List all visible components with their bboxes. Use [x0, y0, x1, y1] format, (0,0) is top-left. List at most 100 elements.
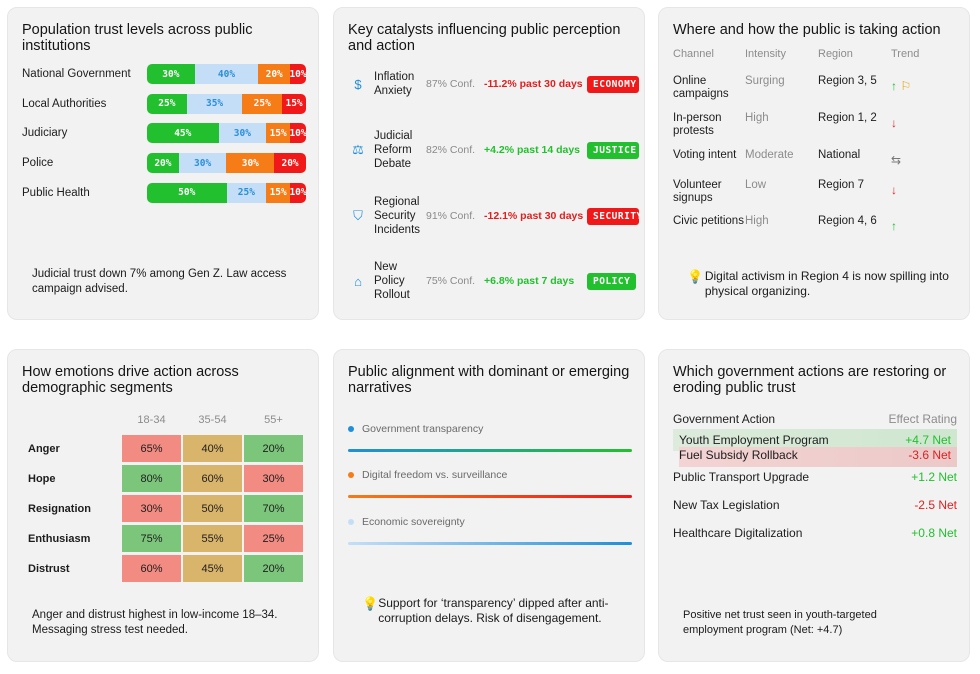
heatmap-row-label: Hope [28, 473, 56, 485]
gov-actions-header-rating: Effect Rating [888, 412, 957, 426]
lightbulb-icon: 💡 [362, 596, 379, 611]
trust-row: Local Authorities 25% 35% 25% 15% [22, 93, 306, 114]
channel-name: Volunteer signups [673, 179, 722, 204]
catalyst-tag: SECURITY [587, 207, 639, 225]
narratives-insight-text: Support for ‘transparency’ dipped after … [378, 596, 609, 625]
catalyst-name: Regional Security Incidents [374, 196, 421, 236]
trust-row: Judiciary 45% 30% 15% 10% [22, 123, 306, 144]
arrow-down-icon: ↓ [891, 183, 897, 197]
channel-region: Region 3, 5 [818, 75, 877, 87]
channels-insight: 💡 Digital activism in Region 4 is now sp… [687, 269, 967, 299]
channel-trend: ↓ [891, 112, 931, 138]
channel-trend: ↓ [891, 179, 931, 205]
heatmap-column-header: 55+ [264, 414, 283, 426]
narrative-line [348, 542, 632, 545]
catalyst-row[interactable]: $ Inflation Anxiety 87% Conf. -11.2% past 3… [348, 70, 639, 98]
gov-action-name: Public Transport Upgrade [673, 470, 810, 484]
catalyst-row[interactable]: ⌂ New Policy Rollout 75% Conf. +6.8% past 7… [348, 260, 637, 302]
narrative-line [348, 449, 632, 452]
emotions-note: Anger and distrust highest in low-income… [32, 609, 278, 636]
catalyst-change: +6.8% past 7 days [484, 275, 575, 287]
gov-action-row: Youth Employment Program +4.7 Net [679, 433, 957, 447]
trust-bar-segment: 45% [147, 123, 219, 144]
narrative-dot-icon [348, 426, 354, 432]
heatmap-cell: 20% [243, 434, 304, 463]
catalyst-name: New Policy Rollout [374, 261, 410, 301]
trust-bar-segment: 20% [147, 153, 179, 174]
trust-row-label: Public Health [22, 186, 90, 199]
narratives-card: Public alignment with dominant or emergi… [333, 349, 645, 662]
heatmap-cell: 30% [243, 464, 304, 493]
highlight-negative [679, 447, 957, 467]
narrative-text: Government transparency [362, 423, 484, 435]
trust-bar-segment: 20% [258, 64, 291, 84]
gov-action-row: Fuel Subsidy Rollback -3.6 Net [679, 448, 957, 462]
channel-row: In-person protests High Region 1, 2 ↓ [673, 112, 931, 138]
narrative-dot-icon [348, 519, 354, 525]
arrow-up-icon: ↑ [891, 79, 897, 93]
heatmap-column-header: 18-34 [137, 414, 166, 426]
trust-title: Population trust levels across public in… [22, 22, 253, 54]
narrative-label: Government transparency [348, 423, 483, 435]
emotions-card: How emotions drive action across demogra… [7, 349, 319, 662]
catalyst-name: Judicial Reform Debate [374, 130, 413, 170]
heatmap-column-header: 35-54 [198, 414, 227, 426]
trust-bar-segment: 10% [289, 64, 306, 84]
lightbulb-icon: 💡 [687, 269, 704, 284]
gov-action-name: Youth Employment Program [679, 433, 829, 447]
trust-bar-segment: 15% [266, 182, 291, 203]
channel-region: National [818, 149, 861, 161]
trust-card: Population trust levels across public in… [7, 7, 319, 320]
heatmap-row-label: Anger [28, 443, 60, 455]
channel-trend: ↑ ⚐ [891, 75, 931, 101]
gov-actions-note: Positive net trust seen in youth-targete… [683, 609, 877, 636]
heatmap-cell: 25% [243, 524, 304, 553]
trust-stacked-bar: 25% 35% 25% 15% [147, 93, 306, 114]
trust-bar-segment: 40% [194, 64, 259, 84]
trust-bar-segment: 25% [226, 182, 267, 203]
narratives-title: Public alignment with dominant or emergi… [348, 364, 630, 396]
gov-action-row: New Tax Legislation -2.5 Net [673, 498, 957, 512]
trust-stacked-bar: 50% 25% 15% 10% [147, 182, 306, 203]
trust-bar-segment: 35% [186, 93, 243, 114]
gov-action-rating: -3.6 Net [908, 448, 951, 462]
channels-title: Where and how the public is taking actio… [673, 22, 941, 38]
channel-region: Region 4, 6 [818, 215, 877, 227]
channels-header-trend: Trend [891, 48, 920, 60]
catalysts-card: Key catalysts influencing public percept… [333, 7, 645, 320]
heatmap-cell: 50% [182, 494, 243, 523]
gov-action-name: Fuel Subsidy Rollback [679, 448, 798, 462]
trust-row-label: Police [22, 157, 54, 170]
channels-header-intensity: Intensity [745, 48, 786, 60]
arrow-down-icon: ↓ [891, 116, 897, 130]
channel-trend: ⇆ [891, 149, 931, 167]
trust-bar-segment: 15% [266, 123, 291, 144]
gov-action-row: Healthcare Digitalization +0.8 Net [673, 526, 957, 540]
trust-bar-segment: 20% [274, 153, 306, 174]
catalyst-change: -11.2% past 30 days [484, 78, 583, 90]
heatmap-row-label: Enthusiasm [28, 533, 91, 545]
catalyst-confidence: 82% Conf. [426, 144, 476, 156]
trust-row-label: Local Authorities [22, 97, 107, 110]
narrative-text: Economic sovereignty [362, 516, 465, 528]
heatmap-cell: 45% [182, 554, 243, 583]
catalyst-row[interactable]: ⚖ Judicial Reform Debate 82% Conf. +4.2% pa… [348, 129, 639, 171]
trust-bar-segment: 15% [282, 93, 306, 114]
heatmap-cell: 55% [182, 524, 243, 553]
catalyst-change: +4.2% past 14 days [484, 144, 581, 156]
channel-intensity: High [745, 215, 769, 227]
highlight-positive [673, 429, 957, 451]
narratives-insight: 💡 Support for ‘transparency’ dipped afte… [362, 596, 632, 626]
catalyst-row[interactable]: ⛉ Regional Security Incidents 91% Conf. -12… [348, 195, 639, 237]
trust-bar-segment: 30% [226, 153, 275, 174]
heatmap-cell: 65% [121, 434, 182, 463]
trust-row: National Government 30% 40% 20% 10% [22, 64, 306, 84]
flag-icon: ⚐ [897, 79, 912, 93]
emotions-title: How emotions drive action across demogra… [22, 364, 239, 396]
catalysts-title: Key catalysts influencing public percept… [348, 22, 621, 54]
gov-action-name: New Tax Legislation [673, 498, 780, 512]
trust-rows: National Government 30% 40% 20% 10% Local Aut… [22, 64, 306, 212]
trust-bar-segment: 30% [147, 64, 195, 84]
trust-bar-segment: 25% [242, 93, 283, 114]
narrative-dot-icon [348, 472, 354, 478]
